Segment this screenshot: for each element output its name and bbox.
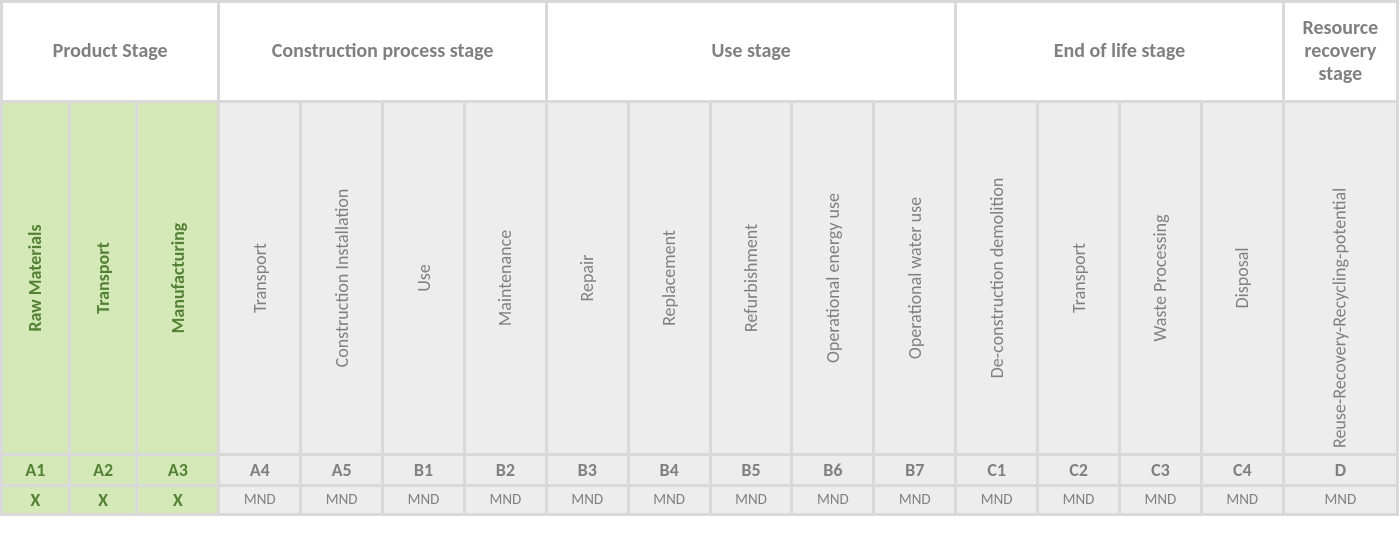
- stage-header: End of life stage: [957, 3, 1282, 100]
- module-status: MND: [712, 487, 791, 513]
- module-label-cell: Refurbishment: [712, 103, 791, 453]
- module-label-cell: Manufacturing: [138, 103, 217, 453]
- module-label-cell: Reuse-Recovery-Recycling-potential: [1285, 103, 1396, 453]
- module-code: B1: [384, 456, 463, 484]
- stage-header: Product Stage: [3, 3, 217, 100]
- module-label: Disposal: [1231, 248, 1253, 309]
- module-status: X: [138, 487, 217, 513]
- module-status: MND: [302, 487, 381, 513]
- module-status: X: [3, 487, 68, 513]
- module-status: MND: [466, 487, 545, 513]
- module-code: A3: [138, 456, 217, 484]
- module-status: MND: [1039, 487, 1118, 513]
- module-label-row: Raw Materials Transport Manufacturing Trans…: [3, 103, 1396, 453]
- module-label: Construction Installation: [331, 189, 353, 368]
- module-label-cell: Transport: [71, 103, 136, 453]
- module-label: Maintenance: [494, 230, 516, 326]
- module-status: MND: [957, 487, 1036, 513]
- module-label: Replacement: [658, 230, 680, 326]
- lifecycle-stages-table: Product StageConstruction process stageU…: [0, 0, 1399, 516]
- module-label: Operational water use: [904, 197, 926, 359]
- stage-header: Use stage: [548, 3, 954, 100]
- module-status: MND: [630, 487, 709, 513]
- module-status: MND: [875, 487, 954, 513]
- module-label: Raw Materials: [24, 224, 46, 331]
- module-label-cell: Operational water use: [875, 103, 954, 453]
- module-code-row: A1A2A3A4A5B1B2B3B4B5B6B7C1C2C3C4D: [3, 456, 1396, 484]
- module-code: B4: [630, 456, 709, 484]
- module-code: B5: [712, 456, 791, 484]
- module-label: Refurbishment: [740, 224, 762, 332]
- module-code: D: [1285, 456, 1396, 484]
- module-label-cell: Construction Installation: [302, 103, 381, 453]
- module-label-cell: Repair: [548, 103, 627, 453]
- module-label-cell: Waste Processing: [1121, 103, 1200, 453]
- module-status: X: [71, 487, 136, 513]
- module-code: A1: [3, 456, 68, 484]
- module-label-cell: De-construction demolition: [957, 103, 1036, 453]
- module-code: B6: [793, 456, 872, 484]
- module-code: B3: [548, 456, 627, 484]
- module-code: A2: [71, 456, 136, 484]
- stage-header: Resource recovery stage: [1285, 3, 1396, 100]
- module-status: MND: [220, 487, 299, 513]
- module-status: MND: [793, 487, 872, 513]
- module-label: Use: [413, 264, 435, 292]
- module-label: Transport: [92, 242, 114, 314]
- module-code: C1: [957, 456, 1036, 484]
- module-code: B2: [466, 456, 545, 484]
- module-status: MND: [1121, 487, 1200, 513]
- module-label-cell: Disposal: [1203, 103, 1282, 453]
- module-label-cell: Transport: [220, 103, 299, 453]
- stage-header: Construction process stage: [220, 3, 545, 100]
- module-code: C2: [1039, 456, 1118, 484]
- module-label: Transport: [249, 243, 271, 313]
- module-label: Reuse-Recovery-Recycling-potential: [1331, 108, 1350, 448]
- module-label: De-construction demolition: [986, 178, 1008, 379]
- module-label: Manufacturing: [167, 223, 189, 334]
- module-label-cell: Maintenance: [466, 103, 545, 453]
- module-label-cell: Operational energy use: [793, 103, 872, 453]
- stage-header-row: Product StageConstruction process stageU…: [3, 3, 1396, 100]
- module-code: C4: [1203, 456, 1282, 484]
- module-label-cell: Use: [384, 103, 463, 453]
- module-label: Waste Processing: [1149, 214, 1171, 341]
- module-label-cell: Raw Materials: [3, 103, 68, 453]
- module-code: C3: [1121, 456, 1200, 484]
- module-label-cell: Transport: [1039, 103, 1118, 453]
- module-status: MND: [1203, 487, 1282, 513]
- module-code: B7: [875, 456, 954, 484]
- module-label: Repair: [576, 255, 598, 302]
- module-label-cell: Replacement: [630, 103, 709, 453]
- module-code: A5: [302, 456, 381, 484]
- module-status: MND: [384, 487, 463, 513]
- module-label: Operational energy use: [822, 193, 844, 363]
- module-status-row: XXXMNDMNDMNDMNDMNDMNDMNDMNDMNDMNDMNDMNDM…: [3, 487, 1396, 513]
- module-code: A4: [220, 456, 299, 484]
- module-status: MND: [548, 487, 627, 513]
- module-status: MND: [1285, 487, 1396, 513]
- module-label: Transport: [1068, 243, 1090, 313]
